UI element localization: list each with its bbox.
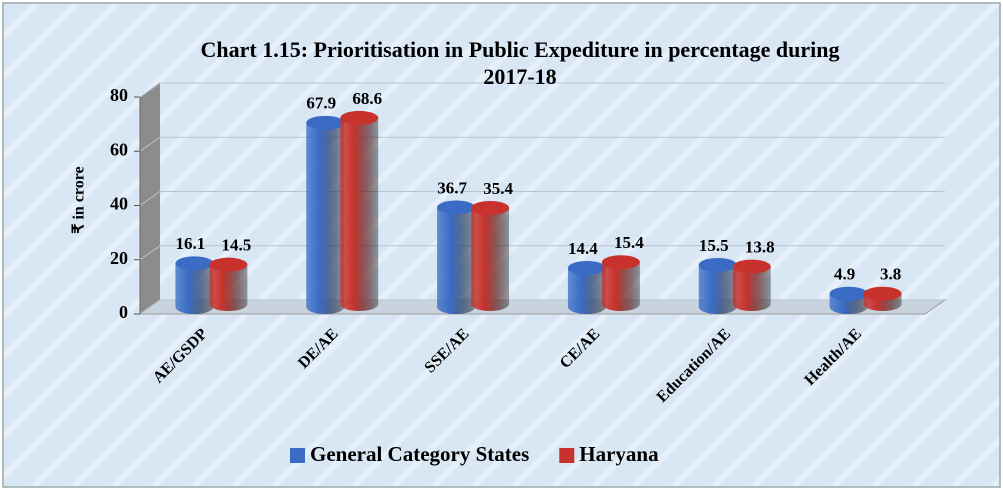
bar-top [567,260,606,275]
value-label: 68.6 [352,89,382,108]
bar-top [340,110,379,125]
bar-top [471,200,510,215]
bar-top [306,115,345,130]
bar [732,259,771,311]
legend-label: Haryana [579,442,659,466]
bar [306,115,345,314]
grid-line [139,191,945,206]
bar-body [340,117,379,311]
value-label: 36.7 [437,178,467,197]
floor [138,299,947,315]
value-label: 4.9 [834,265,855,284]
bar [567,260,606,314]
bar [863,286,902,311]
value-label: 14.4 [568,239,598,258]
grid-line [139,299,945,315]
bar [209,257,248,311]
chart-title: Chart 1.15: Prioritisation in Public Exp… [200,37,840,89]
value-label: 3.8 [880,265,901,284]
grid-line [139,245,945,261]
bar [829,286,868,314]
bar-body [732,266,771,311]
value-label: 15.5 [699,236,729,255]
y-tick-label: 0 [119,302,128,322]
value-label: 15.4 [614,233,644,252]
legend-swatch [290,448,305,463]
y-tick-label: 20 [110,248,128,268]
bar [698,257,737,314]
bar [340,110,379,311]
legend-swatch [559,448,575,463]
value-label: 16.1 [176,234,206,253]
bar-body [175,263,214,314]
bar-top [732,259,771,274]
bar-top [698,257,737,272]
y-tick-label: 60 [110,139,128,159]
bar-body [306,122,345,314]
grid-line [139,136,945,152]
y-axis-label: ₹ in crore [71,166,88,233]
bar [437,200,476,314]
grid-line [139,82,945,98]
value-label: 14.5 [222,236,252,255]
bar-body [601,262,640,311]
bar [471,200,510,311]
value-label: 67.9 [306,94,336,113]
bar-top [863,286,902,301]
bar-top [175,256,214,271]
bar-top [601,255,640,270]
bar-top [829,286,868,301]
bar-body [209,264,248,311]
bar [601,255,640,311]
y-tick-label: 80 [110,85,128,105]
bar-body [437,207,476,314]
value-label: 35.4 [483,179,513,198]
bar [175,256,214,314]
bar-body [567,267,606,314]
value-label: 13.8 [745,237,775,256]
bar-body [471,207,510,311]
legend-label: General Category States [310,442,529,466]
bar-body [698,264,737,314]
bar-top [437,200,476,215]
y-tick-label: 40 [110,194,128,214]
bar-top [209,257,248,272]
